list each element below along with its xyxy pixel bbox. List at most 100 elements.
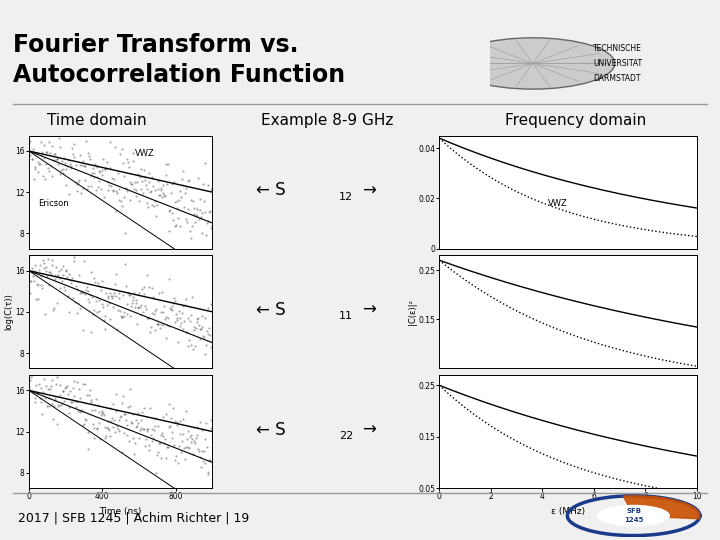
Point — [111, 407, 122, 415]
Point — [158, 432, 169, 441]
Point — [27, 155, 38, 164]
Point — [90, 186, 102, 194]
Point — [204, 423, 216, 432]
Point — [196, 322, 207, 331]
Point — [41, 267, 53, 275]
Point — [148, 426, 160, 434]
Point — [55, 284, 66, 293]
Point — [202, 217, 213, 225]
Point — [161, 443, 173, 451]
Point — [120, 183, 132, 192]
Point — [81, 390, 93, 399]
Point — [198, 447, 210, 455]
Point — [189, 326, 200, 334]
Point — [61, 273, 73, 281]
Point — [170, 452, 181, 461]
Point — [52, 155, 63, 164]
Point — [81, 137, 92, 146]
Point — [56, 156, 68, 165]
Point — [166, 434, 177, 442]
Point — [94, 307, 105, 315]
Point — [204, 206, 215, 215]
Point — [148, 309, 160, 318]
Point — [53, 160, 64, 168]
Point — [55, 166, 67, 174]
Point — [178, 302, 189, 310]
Point — [31, 389, 42, 398]
Point — [88, 434, 99, 443]
Point — [104, 138, 115, 147]
Point — [27, 144, 39, 153]
Point — [45, 148, 56, 157]
Point — [105, 292, 117, 300]
Text: 1245: 1245 — [624, 517, 643, 523]
Point — [104, 164, 116, 172]
Point — [132, 419, 144, 428]
Point — [200, 341, 212, 349]
Point — [66, 366, 77, 374]
Text: Frequency domain: Frequency domain — [505, 113, 647, 127]
Point — [158, 191, 170, 199]
Point — [132, 303, 144, 312]
Point — [203, 324, 215, 333]
Point — [143, 282, 155, 291]
Point — [140, 181, 152, 190]
Point — [194, 334, 206, 343]
Point — [83, 149, 94, 158]
Point — [115, 412, 127, 421]
Point — [138, 289, 150, 298]
Point — [146, 308, 158, 317]
Point — [166, 427, 178, 436]
Point — [186, 311, 197, 320]
Point — [179, 189, 191, 198]
Point — [166, 302, 178, 310]
Point — [34, 160, 45, 168]
Point — [60, 367, 72, 375]
Point — [152, 319, 163, 328]
Point — [202, 330, 214, 339]
Point — [181, 218, 193, 227]
Point — [25, 276, 37, 285]
Point — [70, 161, 81, 170]
Point — [35, 384, 46, 393]
Point — [79, 289, 91, 298]
Point — [93, 295, 104, 304]
Point — [145, 403, 156, 412]
Point — [123, 163, 135, 171]
Point — [180, 214, 192, 223]
Point — [36, 284, 48, 293]
Point — [176, 437, 188, 445]
Point — [139, 301, 150, 310]
Point — [50, 196, 62, 205]
Point — [58, 154, 70, 163]
Point — [23, 366, 35, 374]
Point — [60, 267, 71, 276]
Point — [134, 426, 145, 435]
Point — [50, 394, 61, 402]
Point — [116, 448, 127, 457]
Point — [43, 268, 55, 276]
Point — [66, 144, 78, 152]
Point — [199, 158, 210, 167]
Point — [71, 308, 82, 317]
Point — [192, 212, 203, 220]
Point — [156, 429, 168, 437]
Text: SFB: SFB — [626, 508, 641, 514]
Point — [114, 307, 126, 315]
Point — [188, 322, 199, 331]
Point — [127, 410, 138, 418]
Point — [135, 423, 147, 432]
Point — [41, 147, 53, 156]
Point — [132, 170, 143, 178]
Point — [64, 276, 76, 285]
Point — [86, 395, 97, 404]
Point — [130, 186, 141, 194]
Point — [67, 384, 78, 393]
Point — [179, 444, 190, 453]
Point — [158, 438, 170, 447]
Point — [167, 215, 179, 224]
Point — [193, 447, 204, 455]
Point — [106, 174, 117, 183]
Point — [78, 161, 90, 170]
Point — [156, 183, 167, 192]
